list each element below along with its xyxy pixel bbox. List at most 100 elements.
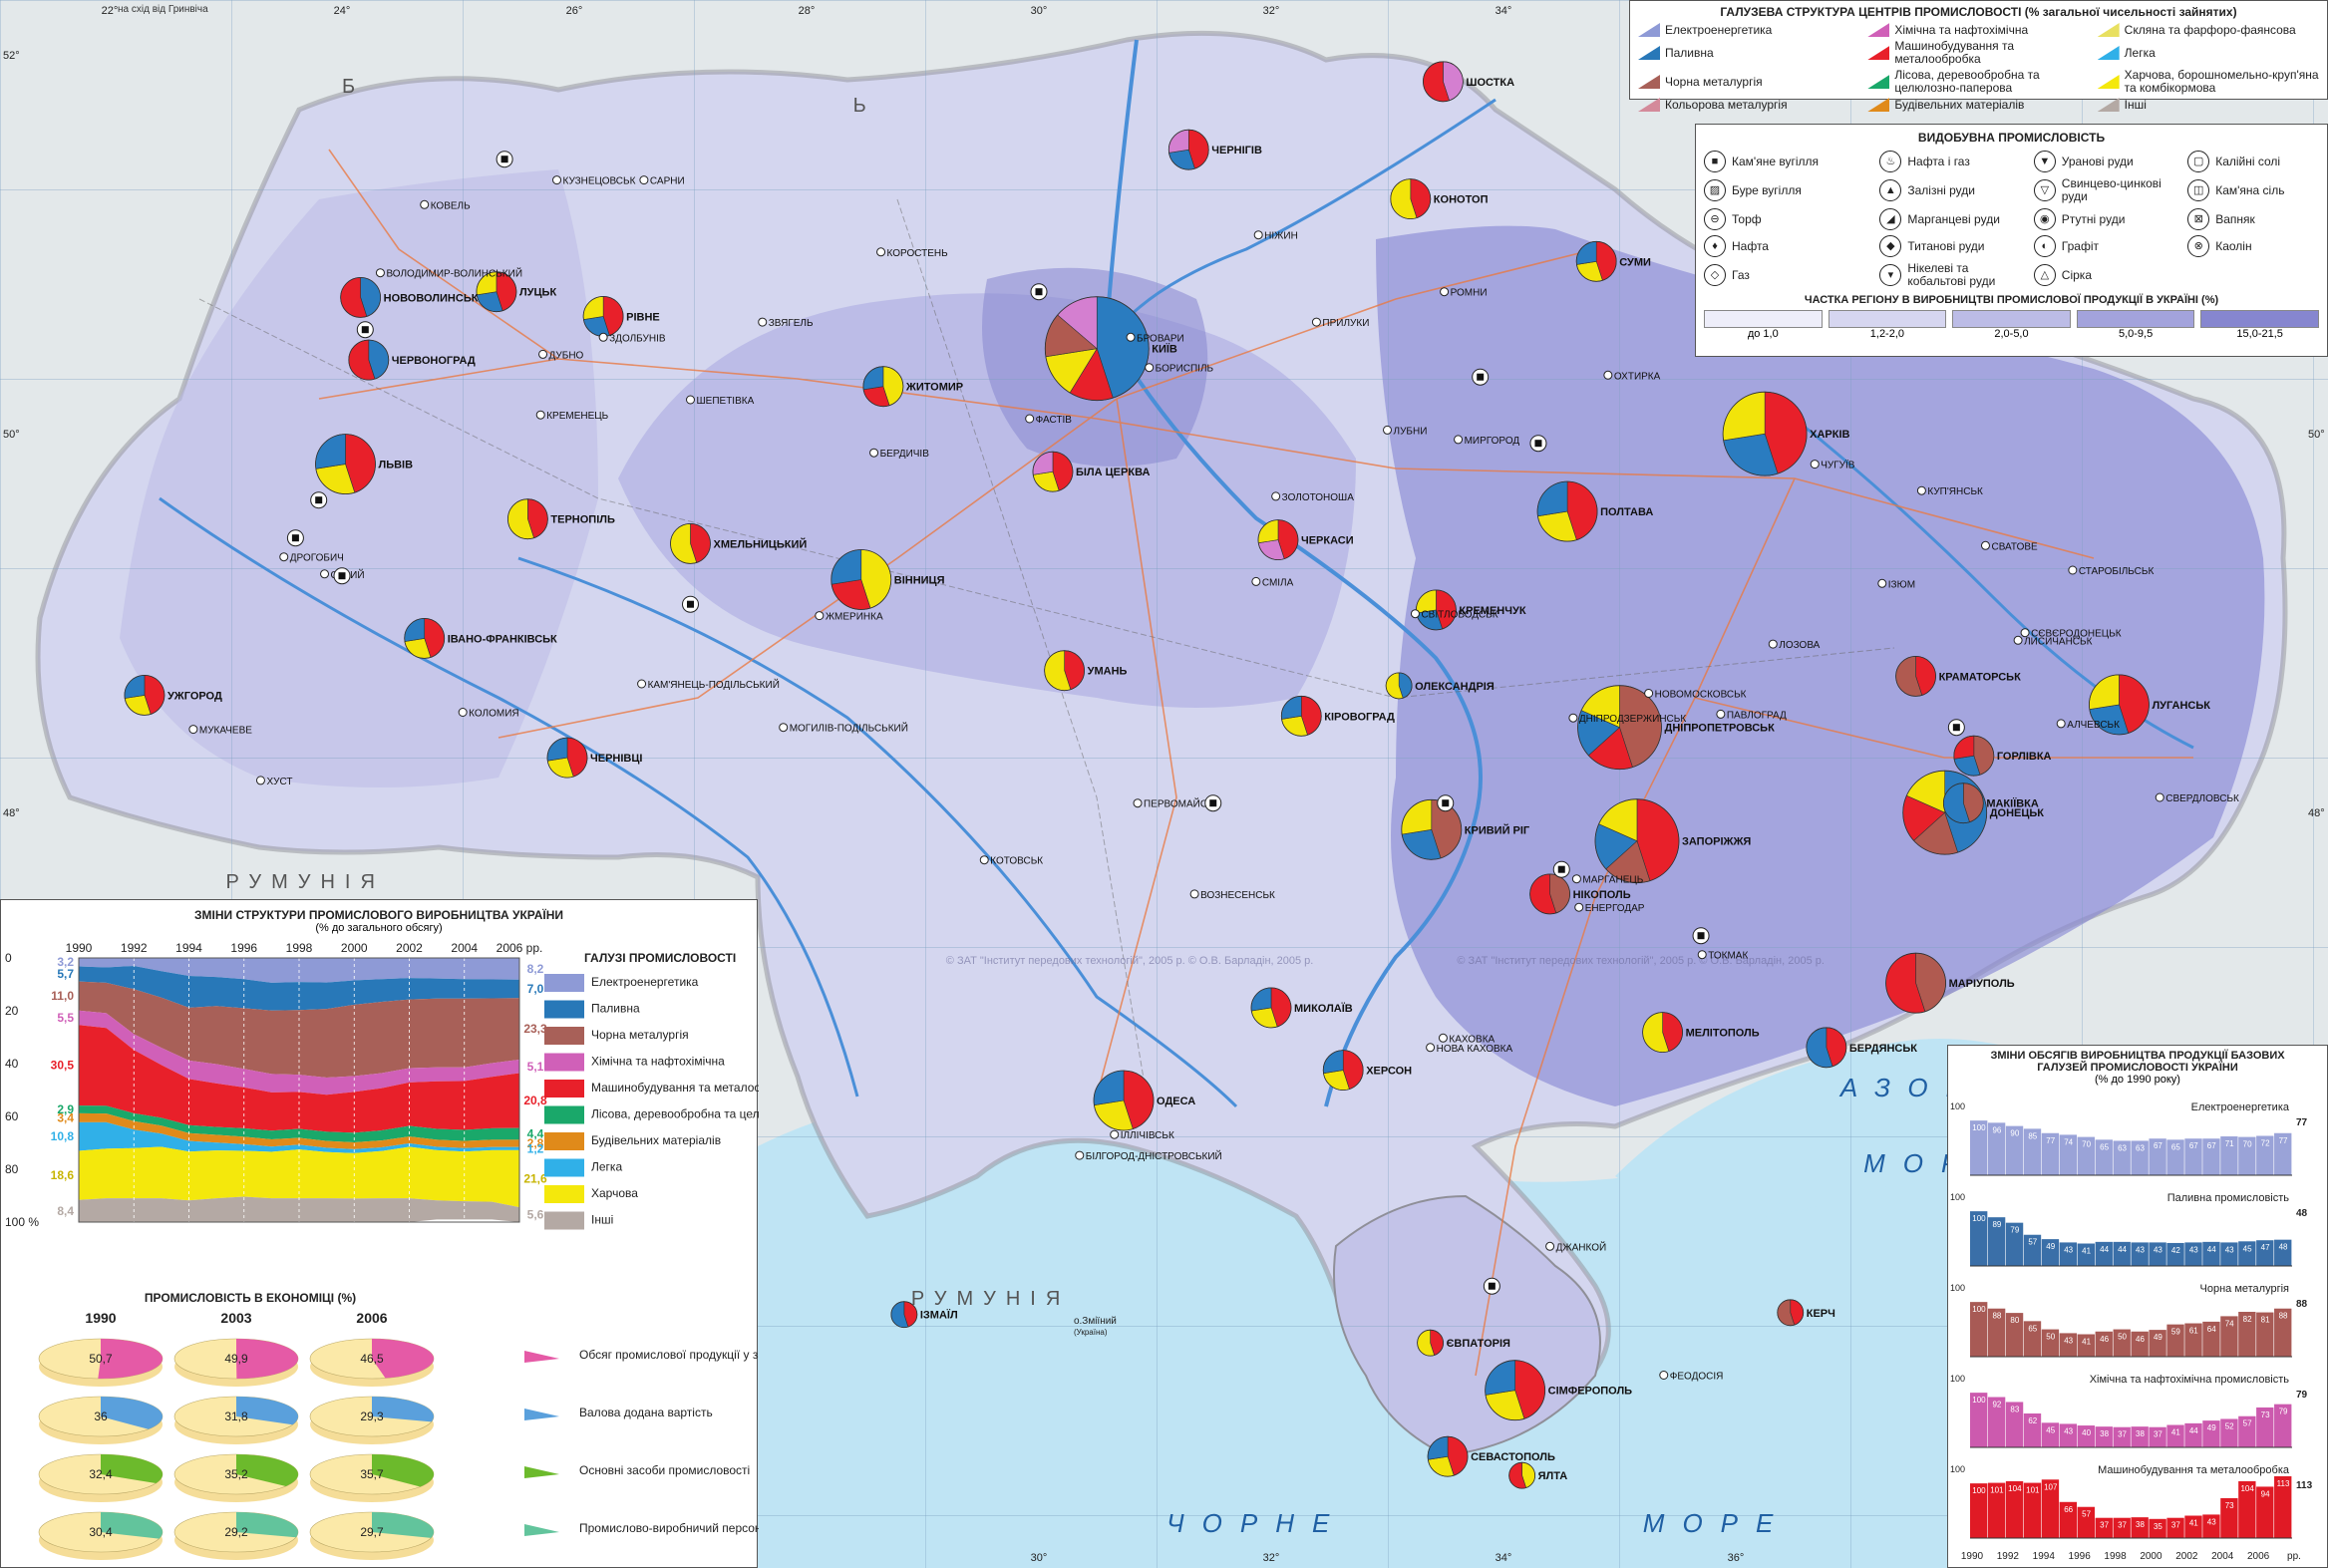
bar — [1970, 1211, 1988, 1266]
town-marker — [598, 332, 608, 342]
bar — [2041, 1329, 2060, 1357]
city-centre: ЛУГАНСЬК — [2089, 674, 2210, 736]
pie-slice — [372, 1397, 434, 1422]
bar-data-label: 47 — [2261, 1243, 2270, 1252]
city-label: КЕРЧ — [1807, 1308, 1835, 1320]
graphite-icon: ◐ — [2033, 235, 2056, 257]
legend-swatch — [1867, 98, 1890, 112]
town: ЧУГУЇВ — [1810, 460, 1855, 471]
town: ЗДОЛБУНІВ — [598, 332, 666, 344]
town: КОРОСТЕНЬ — [876, 247, 948, 259]
legend-label: Легка — [591, 1160, 622, 1174]
legend-label: Чорна металургія — [591, 1028, 689, 1042]
pie-outline — [1577, 685, 1662, 771]
bar-data-label: 88 — [2279, 1312, 2288, 1321]
bar-data-label: 50 — [2118, 1333, 2127, 1342]
legend-swatch — [2097, 98, 2120, 112]
pie-outline — [1642, 1012, 1684, 1053]
lon-tick-bottom: 30° — [1031, 1552, 1048, 1564]
pie-outline — [862, 366, 904, 408]
pie-value: 35,2 — [224, 1467, 248, 1481]
town-marker — [1383, 425, 1392, 435]
town-label: КУП'ЯНСЬК — [1927, 486, 1983, 497]
legend-structure-items: Електроенергетика Хімічна та нафтохімічна… — [1638, 23, 2319, 112]
bar-y-label: 100 — [1950, 1192, 1965, 1202]
desna-river — [1125, 98, 1497, 321]
town: ХУСТ — [255, 776, 292, 787]
bar — [2220, 1316, 2238, 1357]
town-marker — [1644, 689, 1654, 698]
bar — [2131, 1331, 2149, 1357]
mining-marker-core — [1035, 288, 1043, 296]
legend-structure-title: ГАЛУЗЕВА СТРУКТУРА ЦЕНТРІВ ПРОМИСЛОВОСТІ… — [1720, 5, 2237, 19]
mining-marker-core — [1477, 373, 1485, 381]
city-centre: ЗАПОРІЖЖЯ — [1594, 798, 1751, 884]
town-marker — [420, 199, 430, 209]
town-label: КУЗНЕЦОВСЬК — [563, 176, 636, 187]
city-label: СІМФЕРОПОЛЬ — [1548, 1386, 1633, 1398]
town-marker — [188, 725, 198, 735]
area-start-label: 30,5 — [51, 1059, 75, 1073]
bar — [1970, 1302, 1988, 1357]
pie-outline — [2089, 674, 2150, 736]
bar — [2041, 1132, 2060, 1175]
bar-data-label: 96 — [1992, 1125, 2001, 1134]
x-tick-label: 2000 — [341, 941, 368, 955]
pie-legend-swatch — [524, 1409, 559, 1420]
city-label: ХМЕЛЬНИЦЬКИЙ — [714, 537, 808, 550]
pie-year: 2003 — [220, 1310, 251, 1326]
city-centre: СУМИ — [1575, 240, 1651, 282]
town-marker — [320, 569, 330, 579]
pie-legend-label: Обсяг промислової продукції у загальному… — [579, 1348, 759, 1362]
bar — [2256, 1312, 2274, 1357]
bar — [2202, 1321, 2220, 1357]
town-label: МУКАЧЕВЕ — [199, 726, 252, 737]
legend-swatch — [1638, 98, 1660, 112]
town: ФЕОДОСІЯ — [1659, 1371, 1723, 1383]
bar-series-title: Машинобудування та металообробка — [2098, 1464, 2290, 1476]
town-label: СВАТОВЕ — [1991, 541, 2038, 552]
town-label: СТАРОБІЛЬСЬК — [2079, 566, 2155, 577]
town-label: БОРИСПІЛЬ — [1156, 364, 1214, 375]
bar — [2113, 1140, 2131, 1175]
bar-data-label: 100 — [1972, 1214, 1986, 1223]
town-marker — [876, 247, 886, 257]
city-centre: МАКІЇВКА — [1942, 783, 2039, 824]
uranium-icon — [1204, 794, 1222, 812]
bar — [2220, 1418, 2238, 1447]
city-label: РІВНЕ — [626, 311, 660, 323]
pie-outline — [1390, 178, 1432, 220]
bar-x-tick: 2002 — [2175, 1551, 2198, 1562]
town: БРОВАРИ — [1126, 332, 1184, 344]
city-centre: МАРІУПОЛЬ — [1885, 952, 2015, 1014]
share-scale-item: 15,0-21,5 — [2200, 310, 2319, 340]
bar-data-label: 49 — [2046, 1242, 2055, 1251]
town: КАХОВКА — [1438, 1033, 1496, 1045]
bar-data-label: 57 — [2082, 1510, 2091, 1519]
x-tick-label: 1990 — [66, 941, 93, 955]
legend-mining-item: ◉ Ртутні руди — [2033, 208, 2179, 230]
pie-value: 36 — [94, 1410, 108, 1423]
pie-value: 46,5 — [360, 1352, 384, 1366]
bar — [2131, 1426, 2149, 1447]
city-centre: ЧЕРКАСИ — [1257, 519, 1354, 560]
bar-data-label: 113 — [2277, 1479, 2290, 1488]
legend-mining-item: ◫ Кам'яна сіль — [2187, 177, 2319, 203]
bar-data-label: 43 — [2189, 1245, 2198, 1254]
city-label: ДОНЕЦЬК — [1990, 807, 2045, 819]
town-label: САРНИ — [650, 176, 685, 187]
legend-label: Хімічна та нафтохімічна — [1894, 22, 2029, 37]
pie-slice — [372, 1454, 434, 1487]
lon-tick-top: 24° — [334, 5, 351, 17]
share-label: 15,0-21,5 — [2236, 328, 2283, 340]
legend-label: Кам'яне вугілля — [1732, 154, 1819, 168]
town: КУЗНЕЦОВСЬК — [552, 175, 636, 187]
town: ЗВЯГЕЛЬ — [758, 317, 814, 329]
town-label: ДЖАНКОЙ — [1556, 1240, 1607, 1253]
town: ДЖАНКОЙ — [1545, 1240, 1607, 1253]
city-centre: ХЕРСОН — [1322, 1050, 1412, 1091]
bar — [2077, 1425, 2096, 1447]
share-label: 5,0-9,5 — [2118, 328, 2154, 340]
area-start-label: 18,6 — [51, 1168, 75, 1182]
legend-label: Легка — [2124, 45, 2156, 60]
